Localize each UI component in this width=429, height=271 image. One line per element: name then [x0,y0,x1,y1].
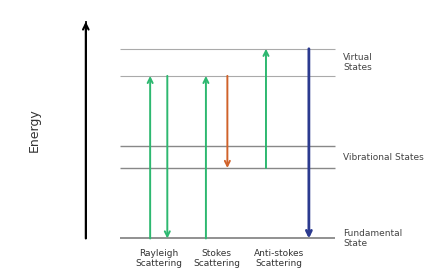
Text: Stokes
Scattering: Stokes Scattering [193,249,240,268]
Text: Anti-stokes
Scattering: Anti-stokes Scattering [254,249,304,268]
Text: Vibrational States: Vibrational States [343,153,424,162]
Text: Virtual
States: Virtual States [343,53,373,72]
Text: Energy: Energy [28,108,41,152]
Text: Fundamental
State: Fundamental State [343,229,402,248]
Text: Rayleigh
Scattering: Rayleigh Scattering [135,249,182,268]
